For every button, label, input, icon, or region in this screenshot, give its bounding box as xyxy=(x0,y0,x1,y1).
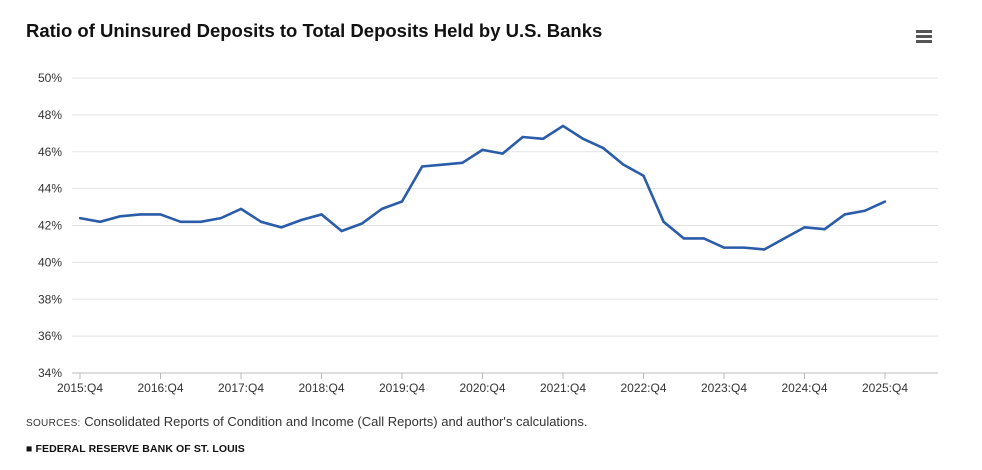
data-point xyxy=(461,161,464,165)
data-point xyxy=(400,200,404,203)
data-point xyxy=(139,213,142,216)
chart-title: Ratio of Uninsured Deposits to Total Dep… xyxy=(26,20,603,41)
data-point xyxy=(280,226,283,229)
y-tick-label: 46% xyxy=(38,145,62,159)
x-tick-label: 2020:Q4 xyxy=(459,381,505,395)
y-tick-label: 38% xyxy=(38,292,62,306)
data-point xyxy=(300,218,303,222)
data-point xyxy=(159,213,162,216)
data-point xyxy=(642,174,645,177)
data-point xyxy=(783,237,786,240)
data-point xyxy=(119,215,122,218)
data-point xyxy=(78,216,82,220)
brand-logo-text: ■ FEDERAL RESERVE BANK OF ST. LOUIS xyxy=(26,443,245,455)
y-tick-label: 50% xyxy=(38,71,62,85)
data-point xyxy=(702,237,706,240)
data-point xyxy=(742,246,746,249)
data-point xyxy=(98,220,102,224)
x-tick-label: 2024:Q4 xyxy=(781,381,827,395)
data-point xyxy=(823,227,826,231)
data-point xyxy=(501,152,504,155)
data-point xyxy=(581,137,585,141)
x-tick-label: 2018:Q4 xyxy=(298,381,344,395)
x-tick-label: 2021:Q4 xyxy=(540,381,586,395)
data-point xyxy=(521,135,524,139)
data-point xyxy=(883,200,887,203)
source-text: Consolidated Reports of Condition and In… xyxy=(80,414,588,429)
y-tick-label: 44% xyxy=(38,182,62,196)
y-tick-label: 36% xyxy=(38,329,62,343)
data-point xyxy=(561,124,565,128)
data-point xyxy=(722,246,726,249)
data-point xyxy=(541,137,545,141)
y-tick-label: 34% xyxy=(38,366,62,380)
data-point xyxy=(380,207,384,211)
data-point xyxy=(803,226,806,229)
hamburger-menu-icon[interactable] xyxy=(916,30,932,45)
data-point xyxy=(662,220,665,224)
x-tick-label: 2015:Q4 xyxy=(57,381,103,395)
data-point xyxy=(420,165,424,168)
x-tick-label: 2022:Q4 xyxy=(620,381,666,395)
x-tick-label: 2019:Q4 xyxy=(379,381,425,395)
x-tick-label: 2025:Q4 xyxy=(862,381,908,395)
y-tick-label: 40% xyxy=(38,255,62,269)
data-point xyxy=(481,148,484,152)
data-point xyxy=(360,222,363,225)
data-point xyxy=(843,213,846,216)
x-tick-label: 2017:Q4 xyxy=(218,381,264,395)
x-tick-label: 2023:Q4 xyxy=(701,381,747,395)
source-label: SOURCES: xyxy=(26,418,81,429)
data-point xyxy=(622,163,625,166)
x-tick-label: 2016:Q4 xyxy=(137,381,183,395)
data-point xyxy=(219,216,223,220)
data-point xyxy=(441,163,444,166)
data-point xyxy=(320,213,323,216)
series-line xyxy=(79,124,886,251)
data-point xyxy=(239,207,243,211)
chart-plot: 34% 36% 38% 40% 42% 44% 46% 48% 50% 2015:Q4 2016:Q… xyxy=(38,71,938,395)
data-point xyxy=(199,220,202,224)
data-point xyxy=(179,220,182,224)
data-point xyxy=(682,237,685,240)
data-point xyxy=(763,248,766,251)
data-point xyxy=(863,209,867,212)
y-tick-label: 48% xyxy=(38,108,62,122)
source-note: SOURCES: Consolidated Reports of Conditi… xyxy=(26,414,588,429)
data-point xyxy=(602,146,605,150)
data-point xyxy=(259,220,263,224)
data-point xyxy=(340,229,343,233)
y-tick-label: 42% xyxy=(38,219,62,233)
